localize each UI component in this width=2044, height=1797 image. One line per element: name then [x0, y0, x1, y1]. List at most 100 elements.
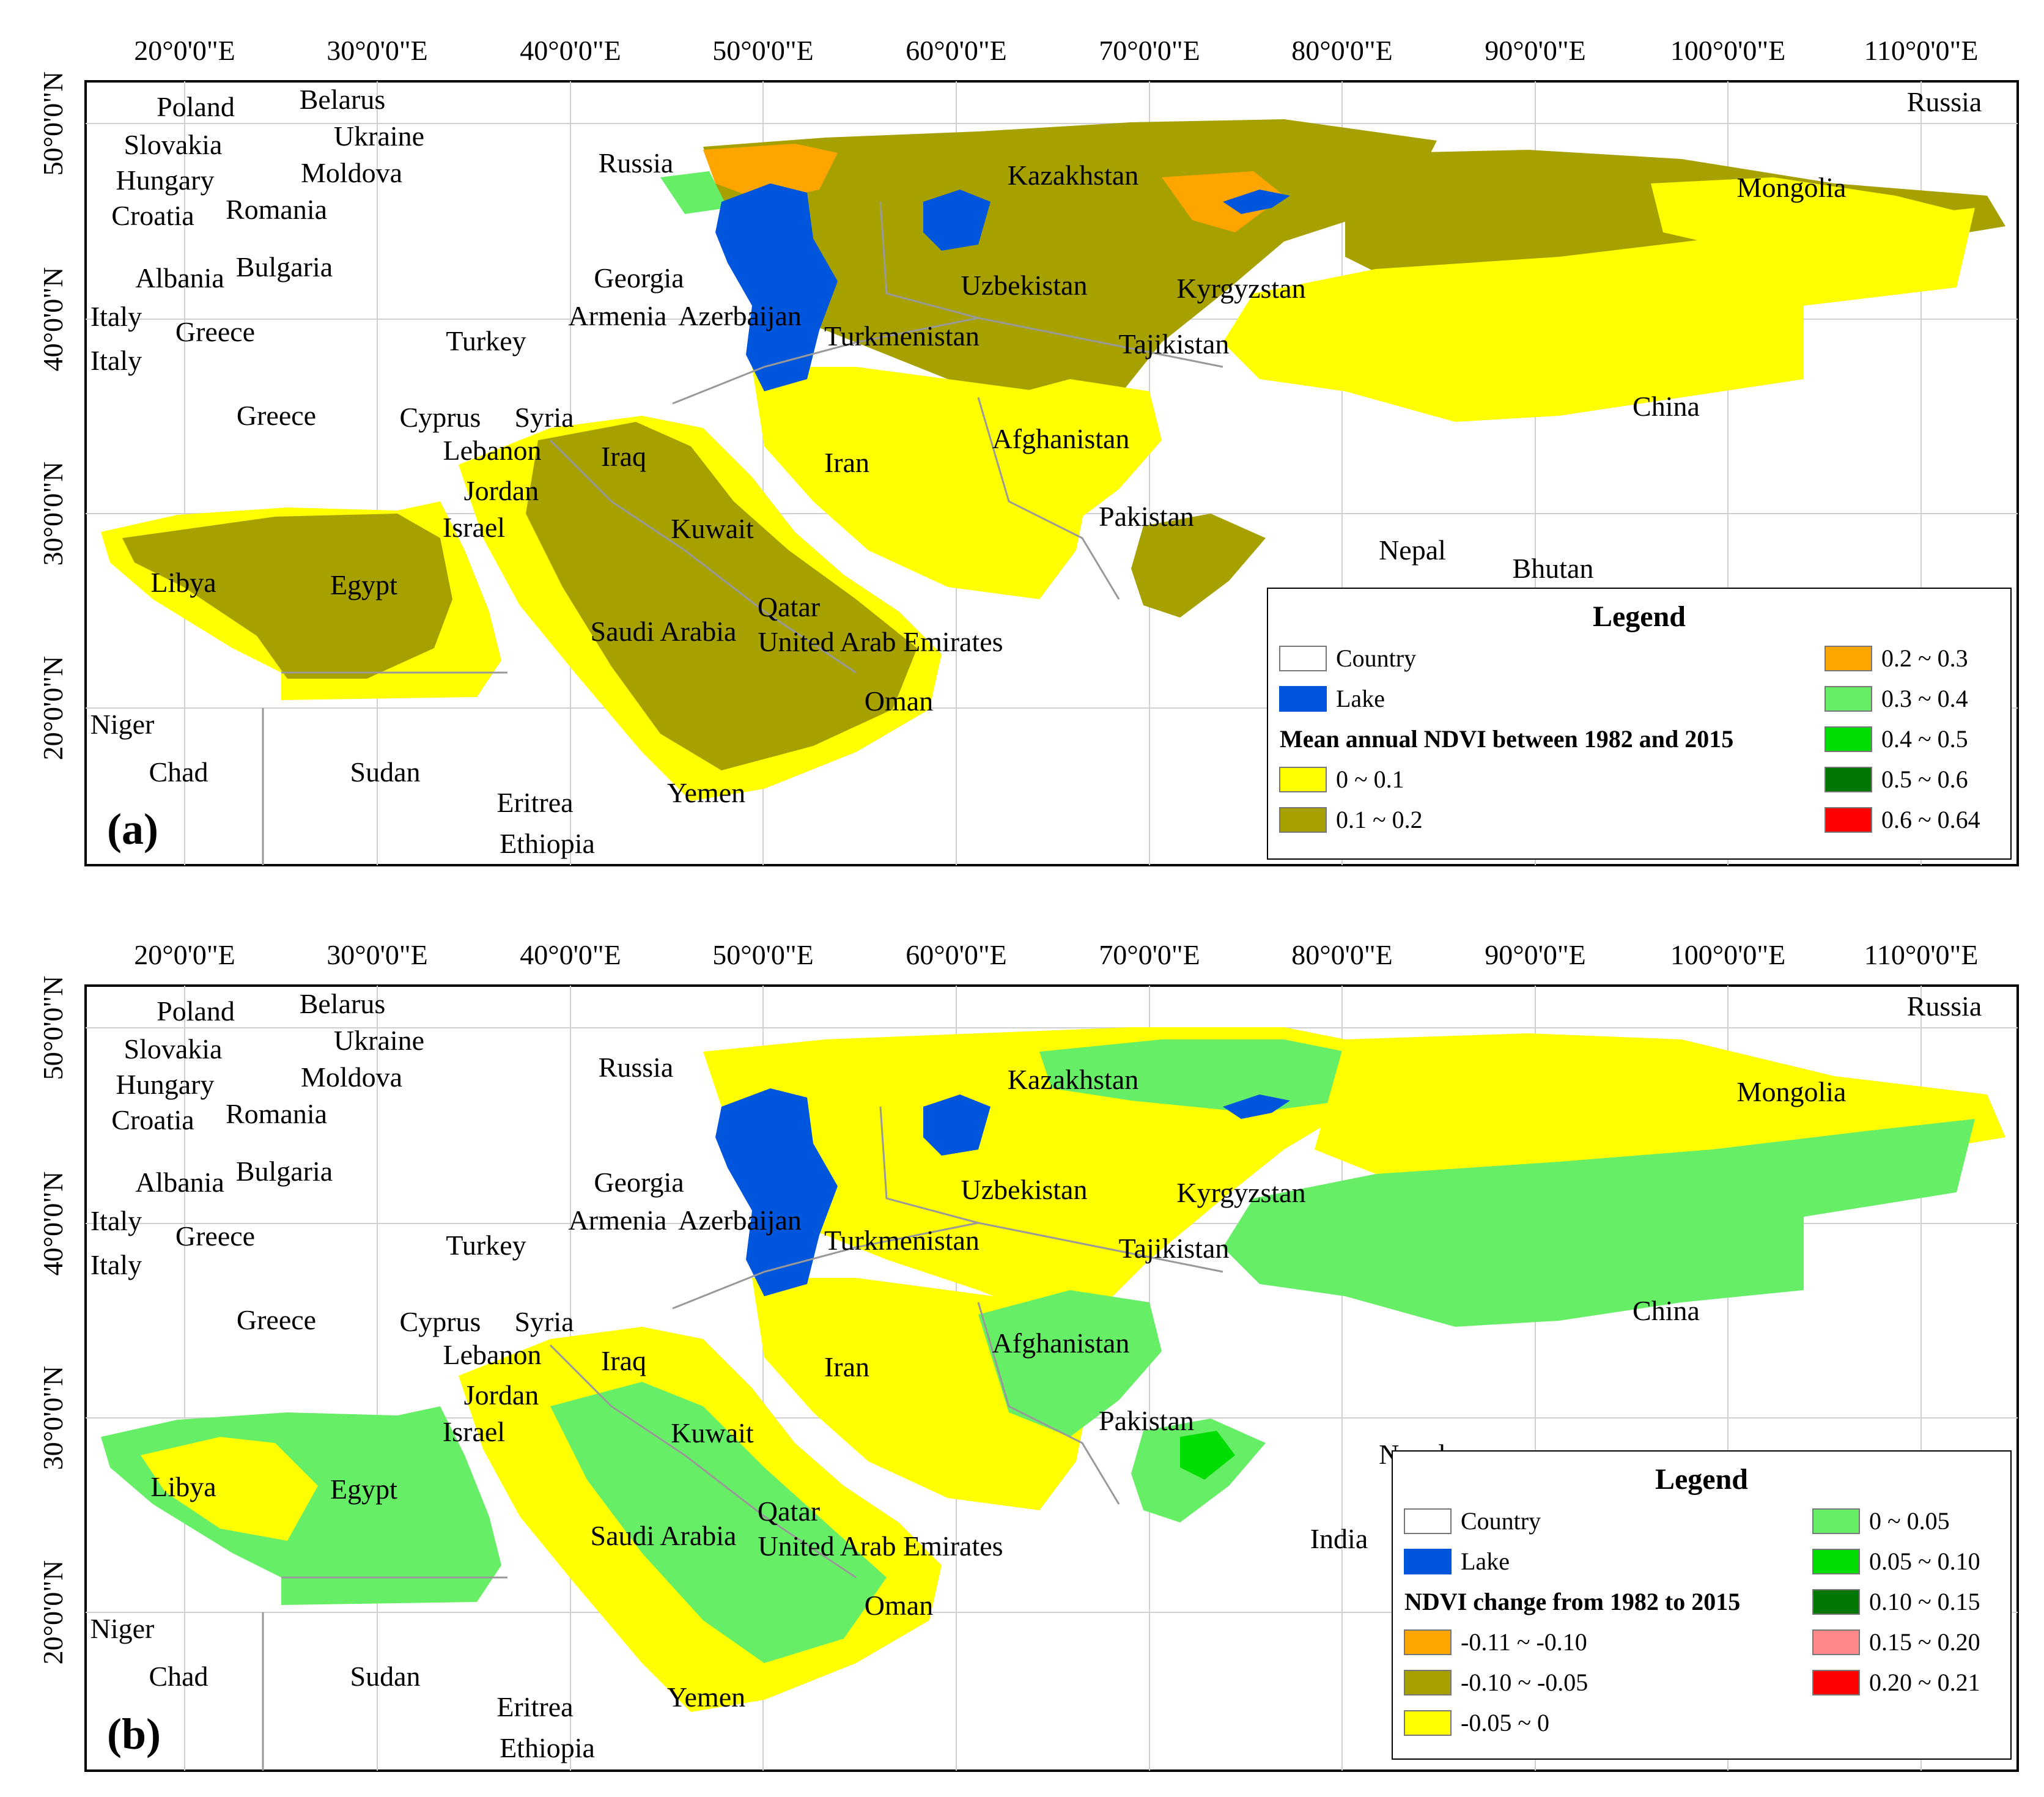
country-label: Slovakia [124, 1033, 223, 1065]
country-label: Tajikistan [1119, 328, 1230, 360]
country-label: Russia [599, 1052, 674, 1083]
country-label: Italy [90, 301, 142, 332]
ndvi-regions-a [101, 119, 2005, 801]
legend-label-country: Country [1336, 644, 1416, 672]
legend-class-label: -0.05 ~ 0 [1461, 1709, 1549, 1736]
lat-tick-label: 50°0'0"N [37, 72, 68, 176]
legend-class-label: 0 ~ 0.1 [1336, 766, 1404, 793]
country-label: Saudi Arabia [591, 616, 737, 647]
country-label: Eritrea [496, 1691, 573, 1722]
country-label: Cyprus [400, 402, 481, 433]
country-label: Ukraine [334, 120, 424, 152]
region-pakistan-dark-b [1180, 1431, 1235, 1480]
country-label: Chad [149, 1661, 208, 1692]
legend-swatch [1824, 686, 1872, 712]
country-label: Afghanistan [992, 1327, 1130, 1359]
country-label: Cyprus [400, 1306, 481, 1337]
country-borders-b [262, 1106, 1223, 1771]
lon-tick-label: 40°0'0"E [520, 939, 621, 970]
country-label: Pakistan [1099, 501, 1194, 532]
lake-balkhash-b [1223, 1094, 1290, 1119]
country-label: Kyrgyzstan [1176, 1177, 1305, 1208]
country-label: Lebanon [443, 435, 542, 466]
legend-swatch [1279, 767, 1327, 792]
legend-title: Legend [1655, 1463, 1748, 1496]
legend-class-label: -0.10 ~ -0.05 [1461, 1669, 1588, 1696]
country-label: Ethiopia [500, 828, 595, 859]
lon-tick-label: 50°0'0"E [712, 35, 814, 66]
lat-tick-label: 30°0'0"N [37, 1366, 68, 1470]
country-label: Italy [90, 345, 142, 376]
country-label: Russia [1907, 991, 1982, 1022]
legend-swatch [1824, 726, 1872, 752]
legend-class-label: 0.05 ~ 0.10 [1869, 1548, 1980, 1575]
country-label: Bulgaria [236, 251, 333, 282]
legend-swatch [1812, 1670, 1860, 1696]
country-label: Italy [90, 1205, 142, 1236]
country-label: Libya [150, 1471, 216, 1502]
country-label: Russia [599, 147, 674, 179]
country-label: Iraq [601, 1345, 646, 1376]
lake-caspian-b [715, 1088, 838, 1296]
region-russia-green-a [660, 171, 728, 214]
lake-aral-b [923, 1094, 991, 1156]
country-label: Iran [824, 1351, 869, 1382]
panel-a: Poland Belarus Ukraine Slovakia Hungary Moldo… [37, 35, 2019, 866]
region-libya-egypt-yellow-b [141, 1437, 318, 1541]
region-arabia-green-b [550, 1382, 887, 1663]
country-label: Kazakhstan [1008, 1064, 1139, 1095]
legend-class-label: 0.2 ~ 0.3 [1881, 644, 1968, 672]
legend-swatch [1404, 1710, 1452, 1736]
region-china-yellow-a [1223, 208, 1975, 422]
country-label: Albania [135, 1167, 224, 1198]
country-label: Georgia [594, 262, 684, 293]
country-label: Romania [226, 1098, 327, 1129]
region-afghanistan-b [978, 1290, 1162, 1437]
country-label: Albania [135, 262, 224, 293]
country-label: Ethiopia [500, 1732, 595, 1763]
country-label: Uzbekistan [961, 1174, 1088, 1205]
legend: Legend Country Lake NDVI change from 1982 t… [1392, 1450, 2012, 1760]
country-borders-a [262, 201, 1223, 865]
country-label: Slovakia [124, 129, 223, 160]
country-label: Oman [865, 685, 933, 717]
country-label: Russia [1907, 86, 1982, 117]
country-label: Armenia [569, 300, 667, 331]
country-label: Azerbaijan [678, 1205, 802, 1236]
country-label: Turkey [446, 325, 526, 356]
legend-label-lake: Lake [1336, 685, 1385, 712]
legend-title: Legend [1593, 600, 1686, 633]
country-label: Qatar [758, 1496, 820, 1527]
legend-class-label: 0.10 ~ 0.15 [1869, 1588, 1980, 1615]
region-libya-egypt-olive-a [122, 514, 452, 679]
region-kazakhstan-orange-a [703, 144, 838, 202]
legend-class-label: 0.6 ~ 0.64 [1881, 806, 1980, 833]
legend-class-label: 0.20 ~ 0.21 [1869, 1669, 1980, 1696]
lon-tick-label: 70°0'0"E [1099, 35, 1200, 66]
country-label: Kyrgyzstan [1176, 273, 1305, 304]
lon-tick-label: 100°0'0"E [1670, 939, 1786, 970]
legend-swatch [1824, 646, 1872, 671]
legend-swatch-country [1279, 646, 1327, 671]
lon-tick-label: 50°0'0"E [712, 939, 814, 970]
lon-tick-label: 90°0'0"E [1485, 35, 1586, 66]
country-label: Iran [824, 447, 869, 478]
country-label: Sudan [350, 1661, 421, 1692]
country-label: Romania [226, 194, 327, 225]
country-label: Israel [443, 512, 505, 543]
country-label: Afghanistan [992, 423, 1130, 454]
legend-swatch [1812, 1508, 1860, 1534]
legend-subtitle: Mean annual NDVI between 1982 and 2015 [1280, 725, 1733, 753]
country-label: Yemen [667, 777, 745, 808]
country-label: Syria [514, 1306, 574, 1337]
country-label: Mongolia [1737, 1076, 1847, 1107]
legend-class-label: -0.11 ~ -0.10 [1461, 1628, 1587, 1656]
legend-swatch [1812, 1549, 1860, 1574]
country-label: Saudi Arabia [591, 1520, 737, 1551]
country-label: Jordan [464, 475, 539, 506]
legend-class-label: 0 ~ 0.05 [1869, 1507, 1950, 1535]
country-label: Libya [150, 567, 216, 598]
lon-tick-label: 20°0'0"E [134, 939, 235, 970]
lon-tick-label: 20°0'0"E [134, 35, 235, 66]
legend-swatch [1812, 1629, 1860, 1655]
